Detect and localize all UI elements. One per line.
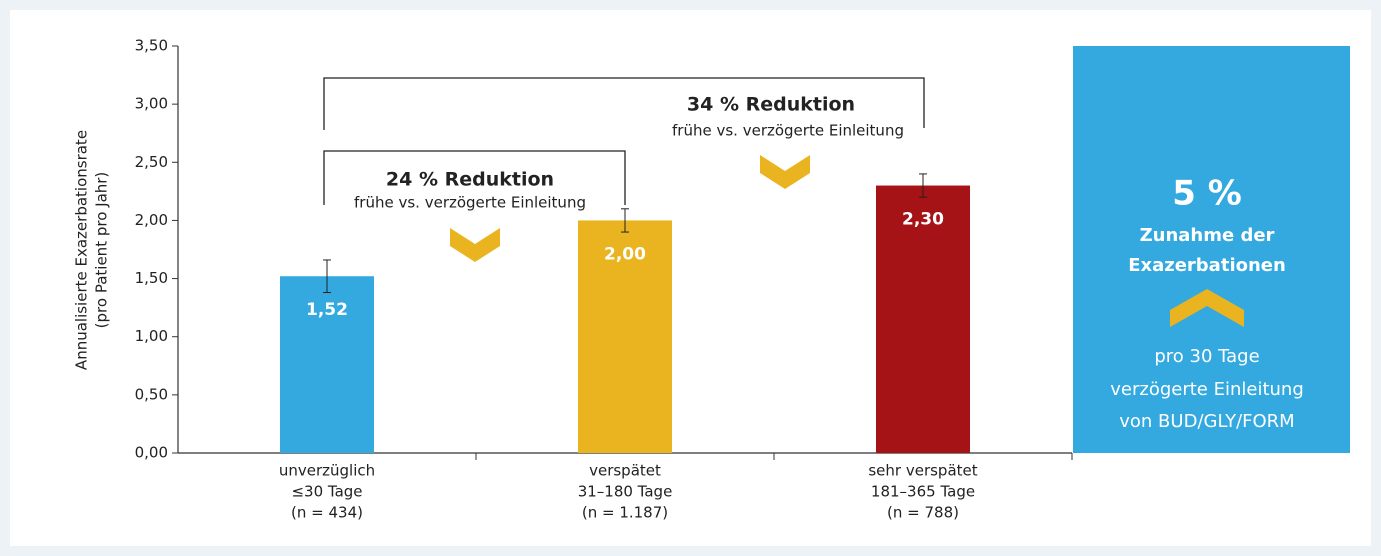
side-headline: 5 % [1172, 174, 1242, 214]
y-tick-label: 1,00 [135, 327, 168, 345]
y-axis-label: (pro Patient pro Jahr) [93, 172, 111, 329]
y-tick-label: 1,50 [135, 269, 168, 287]
x-tick-label: (n = 1.187) [582, 504, 668, 522]
bar [280, 276, 374, 453]
bar [578, 220, 672, 453]
x-tick-label: 31–180 Tage [578, 483, 673, 501]
chevron-down [760, 155, 810, 189]
y-tick-label: 3,00 [135, 95, 168, 113]
x-tick-label: ≤30 Tage [291, 483, 362, 501]
y-tick-label: 2,00 [135, 211, 168, 229]
annotation-text: frühe vs. verzögerte Einleitung [672, 122, 904, 140]
side-title: Exazerbationen [1128, 255, 1286, 276]
y-tick-label: 0,00 [135, 444, 168, 462]
side-text: verzögerte Einleitung [1110, 379, 1304, 400]
side-text: von BUD/GLY/FORM [1119, 411, 1294, 432]
x-tick-label: (n = 788) [887, 504, 959, 522]
side-title: Zunahme der [1140, 225, 1275, 246]
y-tick-label: 0,50 [135, 385, 168, 403]
annotation-title: 24 % Reduktion [386, 169, 554, 191]
side-box [1073, 46, 1350, 453]
x-tick-label: sehr verspätet [868, 462, 977, 480]
chevron-up [1170, 289, 1244, 327]
y-axis-label: Annualisierte Exazerbationsrate [73, 130, 91, 370]
x-tick-label: 181–365 Tage [871, 483, 975, 501]
value-label: 2,30 [902, 210, 944, 230]
chevron-down [450, 228, 500, 262]
side-text: pro 30 Tage [1154, 346, 1259, 367]
value-label: 1,52 [306, 300, 348, 320]
bracket [323, 150, 626, 205]
x-tick-label: (n = 434) [291, 504, 363, 522]
bracket [323, 77, 925, 130]
x-tick-label: unverzüglich [279, 462, 375, 480]
bar [876, 185, 970, 454]
annotation-text: frühe vs. verzögerte Einleitung [354, 194, 586, 212]
y-tick-label: 2,50 [135, 153, 168, 171]
y-tick-label: 3,50 [135, 37, 168, 55]
x-tick-label: verspätet [589, 462, 661, 480]
annotation-title: 34 % Reduktion [687, 94, 855, 116]
value-label: 2,00 [604, 244, 646, 264]
